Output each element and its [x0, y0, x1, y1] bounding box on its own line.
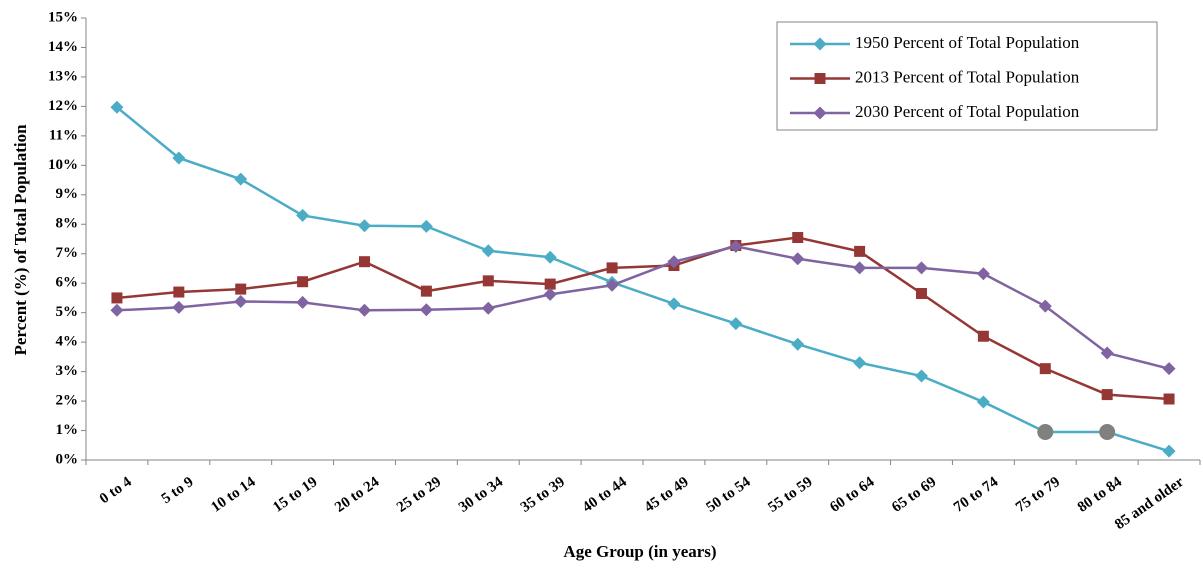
x-tick-label: 40 to 44 [580, 474, 631, 516]
legend-label: 2030 Percent of Total Population [855, 102, 1080, 121]
x-tick-label: 25 to 29 [394, 474, 444, 516]
data-marker [1162, 362, 1176, 376]
y-tick-label: 1% [56, 422, 79, 438]
data-marker [297, 276, 309, 288]
data-marker [172, 300, 186, 314]
x-tick-label: 30 to 34 [456, 474, 507, 516]
legend-marker [813, 106, 827, 120]
data-marker [481, 301, 495, 315]
y-tick-label: 0% [56, 451, 79, 467]
y-tick-label: 11% [49, 127, 78, 143]
series-line [116, 106, 1170, 453]
series-line [116, 245, 1170, 370]
data-marker [606, 262, 618, 274]
data-marker [977, 330, 989, 342]
data-marker [976, 267, 990, 281]
x-tick-label: 45 to 49 [642, 474, 692, 516]
x-tick-label: 35 to 39 [518, 474, 568, 516]
legend-label: 2013 Percent of Total Population [855, 67, 1080, 86]
x-tick-label: 55 to 59 [765, 474, 815, 516]
data-marker [792, 232, 804, 244]
data-marker [296, 208, 310, 222]
x-tick-label: 85 and older [1112, 474, 1187, 533]
y-tick-label: 7% [56, 245, 79, 261]
data-marker [853, 356, 867, 370]
y-tick-label: 3% [56, 363, 79, 379]
data-marker [729, 317, 743, 331]
data-marker [729, 239, 743, 253]
data-marker [419, 219, 433, 233]
data-marker [791, 252, 805, 266]
data-marker [667, 297, 681, 311]
data-marker [235, 283, 247, 295]
x-axis-title: Age Group (in years) [563, 542, 716, 561]
highlight-marker [1037, 424, 1054, 441]
data-marker [853, 261, 867, 275]
data-marker [358, 303, 371, 317]
series-line [116, 236, 1170, 401]
y-tick-label: 14% [48, 39, 78, 55]
x-tick-label: 50 to 54 [703, 474, 754, 516]
x-tick-label: 0 to 4 [97, 474, 135, 507]
x-tick-label: 5 to 9 [159, 474, 197, 507]
y-tick-label: 15% [48, 9, 78, 25]
data-marker [173, 286, 185, 298]
y-axis-title: Percent (%) of Total Population [11, 124, 30, 356]
data-marker [791, 337, 805, 351]
x-tick-label: 80 to 84 [1075, 474, 1126, 516]
data-marker [543, 250, 557, 264]
y-tick-label: 9% [56, 186, 79, 202]
y-tick-label: 10% [48, 157, 78, 173]
legend-marker [814, 73, 826, 84]
data-marker [234, 294, 248, 308]
y-tick-label: 2% [56, 393, 79, 409]
data-marker [111, 292, 123, 304]
y-tick-label: 12% [48, 98, 78, 114]
data-marker [481, 244, 495, 258]
data-marker [172, 151, 186, 165]
highlight-marker [1099, 424, 1116, 441]
data-marker [110, 100, 124, 114]
x-tick-label: 15 to 19 [270, 474, 320, 516]
x-tick-label: 65 to 69 [889, 474, 939, 516]
data-marker [419, 303, 433, 317]
data-marker [234, 172, 248, 186]
data-marker [482, 275, 494, 287]
data-marker [854, 245, 866, 257]
data-marker [915, 369, 928, 383]
data-marker [1038, 299, 1052, 313]
x-tick-label: 10 to 14 [208, 474, 259, 516]
data-marker [544, 278, 556, 290]
data-marker [916, 288, 927, 300]
y-tick-label: 13% [48, 68, 78, 84]
data-marker [110, 303, 124, 317]
legend-marker [813, 37, 827, 51]
data-marker [1101, 389, 1113, 401]
x-tick-label: 60 to 64 [827, 474, 878, 516]
y-tick-label: 8% [56, 216, 79, 232]
data-marker [1163, 393, 1175, 405]
x-tick-label: 75 to 79 [1013, 474, 1063, 516]
data-marker [915, 261, 928, 275]
x-tick-label: 20 to 24 [332, 474, 383, 516]
data-marker [1162, 444, 1176, 458]
data-marker [605, 278, 619, 292]
data-marker [543, 287, 557, 301]
data-marker [1039, 363, 1051, 375]
legend-label: 1950 Percent of Total Population [855, 33, 1080, 52]
data-marker [1100, 346, 1114, 360]
y-tick-label: 6% [56, 275, 79, 291]
data-marker [420, 285, 432, 297]
data-marker [667, 255, 681, 269]
data-marker [358, 219, 371, 233]
x-tick-label: 70 to 74 [951, 474, 1002, 516]
data-marker [296, 295, 310, 309]
y-tick-label: 4% [56, 334, 79, 350]
y-tick-label: 5% [56, 304, 79, 320]
data-marker [976, 395, 990, 409]
data-marker [359, 256, 370, 268]
